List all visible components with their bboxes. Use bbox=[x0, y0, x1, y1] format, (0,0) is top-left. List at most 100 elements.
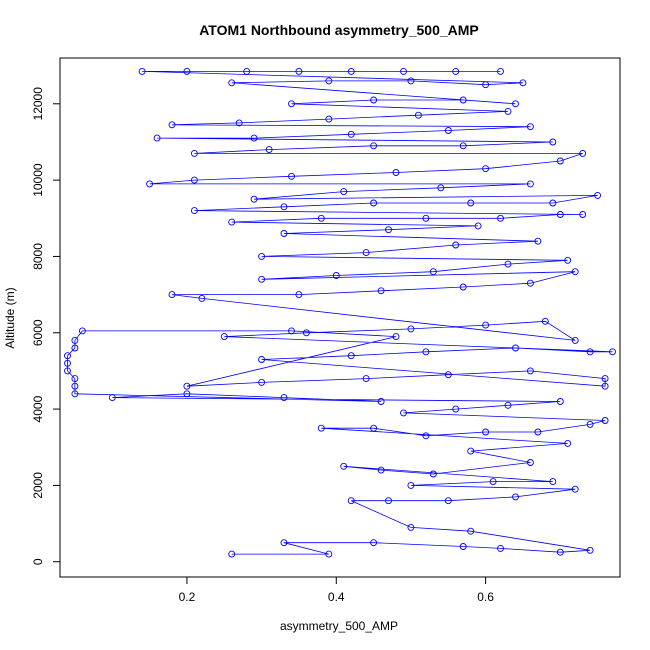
data-point bbox=[601, 375, 609, 383]
data-point bbox=[601, 417, 609, 424]
y-tick-label: 12000 bbox=[31, 87, 45, 121]
data-point bbox=[422, 214, 430, 222]
data-point bbox=[168, 121, 176, 129]
data-point bbox=[526, 367, 534, 375]
data-point bbox=[586, 420, 594, 428]
data-point bbox=[250, 195, 258, 203]
data-point bbox=[138, 67, 146, 75]
data-point bbox=[153, 134, 161, 142]
data-point bbox=[288, 100, 295, 108]
data-point bbox=[347, 352, 355, 360]
data-point bbox=[512, 100, 519, 108]
data-point bbox=[512, 493, 519, 501]
y-tick-label: 10000 bbox=[31, 163, 45, 197]
data-point bbox=[407, 77, 415, 85]
data-point bbox=[183, 382, 191, 390]
data-point bbox=[183, 67, 191, 75]
data-point bbox=[228, 79, 236, 87]
data-point bbox=[422, 348, 430, 356]
data-point bbox=[489, 478, 497, 486]
data-point bbox=[258, 378, 266, 386]
data-point bbox=[288, 172, 295, 180]
data-point bbox=[474, 222, 482, 230]
data-point bbox=[302, 329, 310, 337]
data-point bbox=[71, 344, 79, 352]
data-point bbox=[467, 527, 475, 535]
data-point bbox=[437, 184, 445, 192]
data-point bbox=[258, 252, 266, 260]
data-point bbox=[526, 279, 534, 287]
data-point bbox=[556, 211, 564, 218]
x-axis-title: asymmetry_500_AMP bbox=[280, 619, 398, 633]
data-point bbox=[586, 348, 594, 356]
data-point bbox=[340, 462, 348, 470]
data-point bbox=[392, 333, 400, 341]
data-point bbox=[228, 218, 236, 226]
data-point bbox=[243, 67, 251, 75]
data-point bbox=[325, 115, 333, 123]
data-point bbox=[452, 241, 460, 249]
data-point bbox=[504, 107, 512, 115]
data-point bbox=[534, 237, 542, 245]
data-point bbox=[317, 214, 325, 222]
data-point bbox=[459, 142, 467, 150]
y-tick-label: 8000 bbox=[31, 243, 45, 270]
data-point bbox=[377, 466, 385, 474]
data-point bbox=[459, 283, 467, 291]
data-point bbox=[280, 539, 288, 547]
data-point bbox=[190, 207, 198, 215]
data-point bbox=[407, 325, 415, 333]
chart-title: ATOM1 Northbound asymmetry_500_AMP bbox=[199, 22, 479, 38]
data-point bbox=[64, 359, 71, 367]
data-point bbox=[265, 146, 273, 154]
data-point bbox=[400, 409, 407, 417]
data-point bbox=[504, 401, 512, 409]
data-point bbox=[497, 214, 504, 222]
data-point bbox=[414, 111, 422, 119]
data-point bbox=[586, 546, 594, 554]
data-point bbox=[534, 428, 542, 436]
data-point bbox=[71, 375, 79, 383]
data-point bbox=[504, 260, 512, 268]
data-point bbox=[579, 149, 587, 157]
data-point bbox=[601, 382, 609, 390]
data-point bbox=[347, 130, 355, 138]
data-point bbox=[347, 497, 355, 505]
data-point bbox=[526, 123, 534, 131]
data-point bbox=[332, 272, 340, 279]
data-point bbox=[64, 367, 71, 375]
y-tick-label: 6000 bbox=[31, 319, 45, 346]
data-point bbox=[407, 481, 415, 489]
data-point bbox=[220, 333, 228, 341]
data-point bbox=[549, 199, 557, 207]
data-point bbox=[571, 485, 579, 493]
data-point bbox=[288, 327, 295, 335]
data-point bbox=[71, 390, 79, 398]
data-point bbox=[370, 142, 378, 150]
data-point bbox=[78, 327, 86, 335]
data-point bbox=[71, 382, 79, 390]
data-point bbox=[497, 67, 504, 75]
data-point bbox=[325, 550, 333, 558]
data-point bbox=[467, 447, 475, 455]
data-point bbox=[564, 439, 572, 447]
data-point bbox=[429, 268, 437, 276]
data-point bbox=[64, 352, 71, 360]
data-point bbox=[556, 548, 564, 556]
data-point bbox=[362, 375, 370, 383]
data-point bbox=[370, 96, 378, 104]
data-point bbox=[459, 543, 467, 550]
data-point bbox=[198, 294, 206, 302]
data-point bbox=[385, 497, 392, 505]
data-point bbox=[556, 157, 564, 165]
data-point bbox=[317, 424, 325, 432]
data-point bbox=[190, 149, 198, 157]
data-point bbox=[549, 138, 557, 146]
x-axis: 0.2 0.4 0.6 bbox=[179, 576, 494, 604]
data-point bbox=[452, 67, 460, 75]
data-point bbox=[347, 67, 355, 75]
data-point bbox=[400, 67, 407, 75]
data-point bbox=[444, 497, 452, 505]
data-point bbox=[482, 165, 490, 173]
